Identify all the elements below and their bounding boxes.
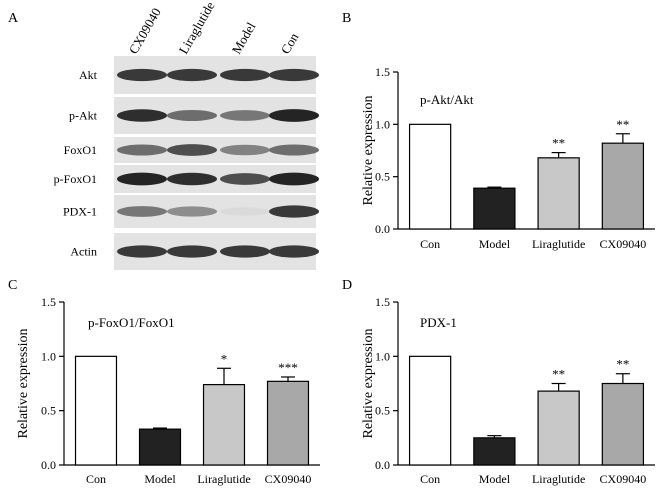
blot-band (220, 68, 270, 82)
bar (537, 390, 580, 466)
x-tick-label: Con (420, 237, 440, 251)
blot-band (117, 109, 167, 122)
blot-band (220, 207, 270, 216)
bar (408, 355, 452, 466)
bar (601, 382, 645, 466)
y-tick-label: 1.0 (375, 117, 390, 131)
bar (202, 383, 246, 466)
blot-band (167, 68, 217, 82)
bar-charts: B 0.0 0.5 1.0 1.5 Relative expression p-Akt/Ak… (8, 11, 655, 486)
blot-lane-label: Liraglutide (176, 0, 218, 57)
chart-panel-c: C 0.0 0.5 1.0 1.5 Relative expression p-FoxO1/… (8, 278, 320, 486)
y-tick-label: 1.0 (41, 349, 56, 363)
y-tick-label: 1.5 (375, 65, 390, 79)
x-tick-label: Model (144, 472, 176, 486)
x-tick-label: CX09040 (600, 237, 647, 251)
x-tick-label: Liraglutide (532, 472, 585, 486)
blot-row-label: Akt (79, 68, 98, 82)
x-tick-label: Liraglutide (532, 237, 585, 251)
blot-band (269, 68, 319, 82)
y-tick-label: 0.0 (375, 458, 390, 472)
significance-marker: ** (552, 367, 565, 382)
blot-row-label: PDX-1 (63, 205, 97, 219)
blot-band (117, 172, 167, 186)
x-tick-label: CX09040 (600, 472, 647, 486)
blot-band (220, 144, 270, 156)
blot-band (167, 110, 217, 121)
x-tick-label: CX09040 (265, 472, 312, 486)
x-tick-label: Liraglutide (197, 472, 250, 486)
blot-panel: A CX09040 Liraglutide Model Con Akt p-Akt Fox… (8, 0, 319, 270)
x-tick-label: Model (479, 472, 511, 486)
blot-band (220, 173, 270, 185)
panel-label-a: A (8, 11, 19, 26)
bar (473, 187, 516, 230)
bar (473, 437, 516, 466)
blot-row-label: p-FoxO1 (54, 172, 97, 186)
significance-marker: ** (616, 117, 629, 132)
blot-band (117, 245, 167, 258)
blot-lane-labels: CX09040 Liraglutide Model Con (126, 0, 302, 57)
significance-marker: ** (616, 357, 629, 372)
blot-band (220, 245, 270, 258)
chart-title: p-Akt/Akt (420, 92, 474, 107)
blot-band (269, 245, 319, 258)
y-tick-label: 0.0 (375, 222, 390, 236)
bar (74, 355, 118, 466)
panel-label: D (342, 278, 352, 293)
blot-band (117, 68, 167, 82)
blot-band (167, 206, 217, 217)
significance-marker: *** (278, 360, 298, 375)
chart-panel-b: B 0.0 0.5 1.0 1.5 Relative expression p-Akt/Ak… (342, 11, 655, 251)
blot-band (117, 144, 167, 156)
significance-marker: * (221, 351, 228, 366)
blot-band (269, 172, 319, 186)
blot-band (269, 109, 319, 122)
blot-row-label: p-Akt (69, 109, 98, 123)
blot-lane-label: Con (278, 30, 302, 57)
blot-band (269, 205, 319, 218)
blot-row-label: FoxO1 (64, 143, 97, 157)
blot-lane-label: CX09040 (126, 5, 164, 56)
y-tick-label: 0.5 (375, 404, 390, 418)
blot-band (167, 245, 217, 258)
y-tick-label: 0.5 (375, 170, 390, 184)
bar (138, 428, 182, 466)
blot-band (220, 110, 270, 121)
chart-title: p-FoxO1/FoxO1 (88, 315, 175, 330)
blot-row-label: Actin (70, 245, 97, 259)
blot-lane-label: Model (229, 19, 259, 56)
bar (537, 157, 580, 230)
significance-marker: ** (552, 136, 565, 151)
blot-band (167, 172, 217, 186)
y-axis-label: Relative expression (361, 95, 376, 205)
bar (408, 123, 452, 230)
y-tick-label: 1.5 (41, 295, 56, 309)
blot-band (167, 144, 217, 156)
panel-label: B (342, 11, 351, 26)
y-axis-label: Relative expression (361, 328, 376, 438)
bar (601, 142, 645, 230)
chart-title: PDX-1 (420, 315, 457, 330)
blot-band (269, 144, 319, 156)
blot-rows: Akt p-Akt FoxO1 p-FoxO1 PDX-1 Actin (54, 56, 319, 270)
x-tick-label: Con (420, 472, 440, 486)
chart-panel-d: D 0.0 0.5 1.0 1.5 Relative expression PDX-1 Con… (342, 278, 655, 486)
blot-band (117, 206, 167, 217)
y-tick-label: 0.5 (41, 404, 56, 418)
bar (266, 380, 310, 466)
y-axis-label: Relative expression (16, 328, 31, 438)
panel-label: C (8, 278, 17, 293)
x-tick-label: Model (479, 237, 511, 251)
y-tick-label: 1.0 (375, 349, 390, 363)
y-tick-label: 1.5 (375, 295, 390, 309)
y-tick-label: 0.0 (41, 458, 56, 472)
x-tick-label: Con (86, 472, 106, 486)
